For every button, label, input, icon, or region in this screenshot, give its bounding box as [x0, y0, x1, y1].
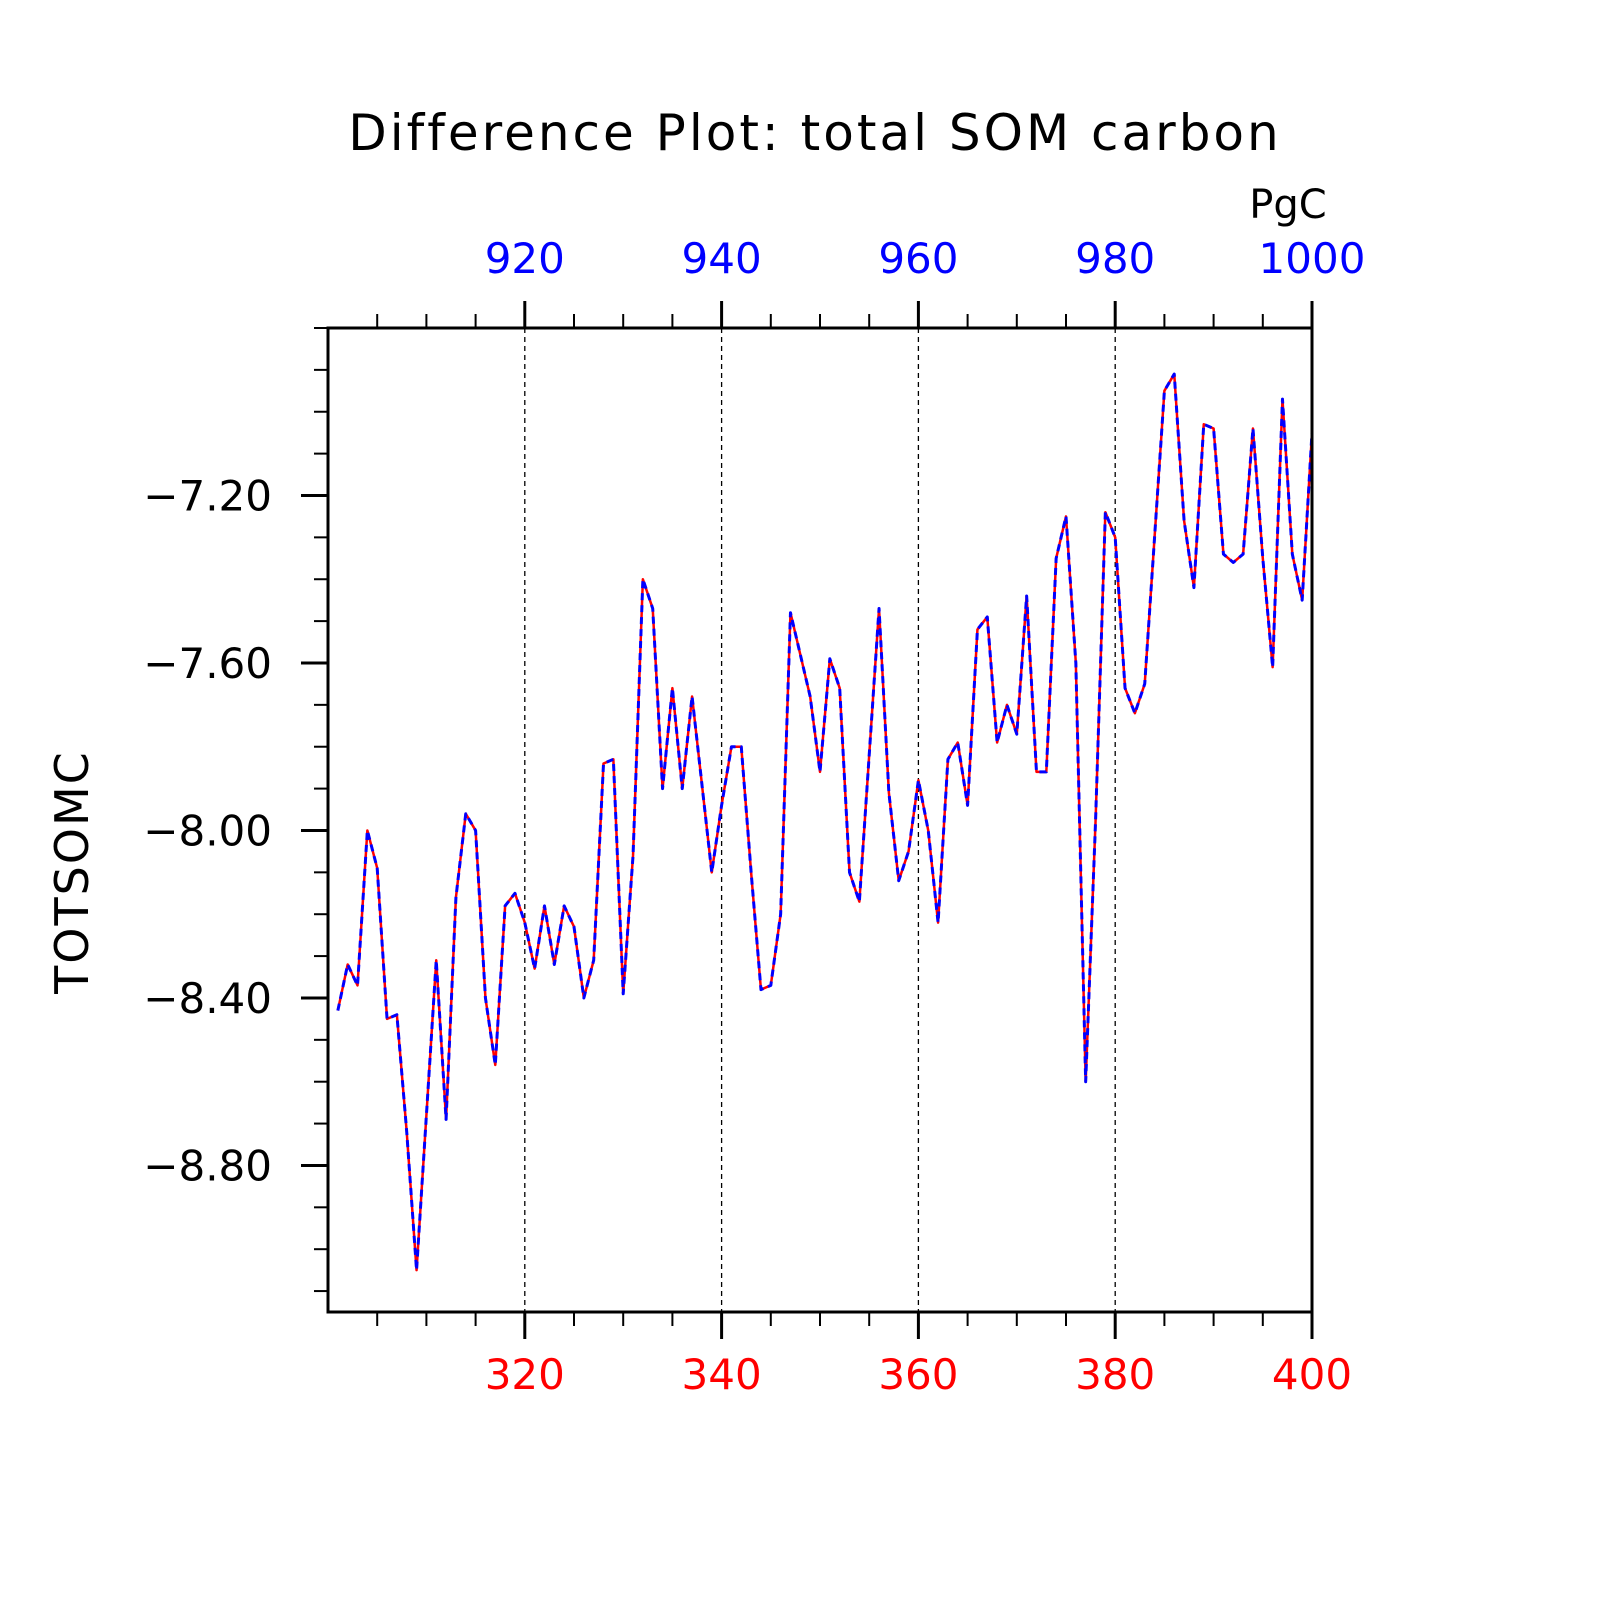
x-tick-label-bottom: 340	[682, 1350, 762, 1399]
y-axis-label: TOTSOMC	[45, 750, 99, 995]
x-tick-label-top: 960	[878, 234, 958, 283]
series-line-dashed	[336, 372, 1314, 1272]
x-tick-label-bottom: 320	[485, 1350, 565, 1399]
chart-title: Difference Plot: total SOM carbon	[348, 104, 1281, 162]
series-layer	[336, 372, 1314, 1272]
x-tick-label-bottom: 380	[1075, 1350, 1155, 1399]
x-tick-label-top: 1000	[1259, 234, 1366, 283]
y-tick-label: −7.20	[143, 471, 272, 520]
y-tick-label: −8.40	[143, 974, 272, 1023]
plot-frame	[326, 326, 1314, 1314]
x-tick-label-bottom: 400	[1272, 1350, 1352, 1399]
tick-labels: 320 340 360 380 400 920 940 960 980 1000 −7.20 −7.6…	[143, 234, 1365, 1399]
grid-lines	[524, 328, 1116, 1312]
x-tick-label-top: 980	[1075, 234, 1155, 283]
x-tick-label-bottom: 360	[878, 1350, 958, 1399]
y-tick-label: −8.80	[143, 1141, 272, 1190]
x-tick-label-top: 940	[682, 234, 762, 283]
y-tick-label: −8.00	[143, 806, 272, 855]
series-line-solid	[336, 372, 1314, 1272]
axis-ticks	[301, 301, 1314, 1339]
y-tick-label: −7.60	[143, 639, 272, 688]
x-tick-label-top: 920	[485, 234, 565, 283]
units-label: PgC	[1249, 182, 1326, 228]
